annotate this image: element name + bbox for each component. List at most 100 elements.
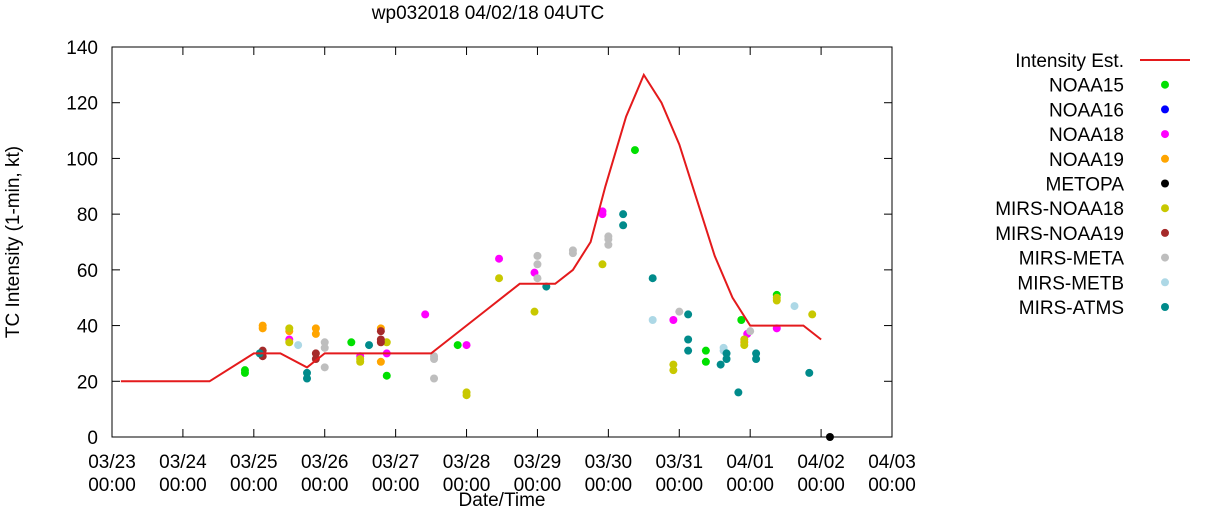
point-mirs-meta [675,307,684,316]
point-noaa18 [598,210,607,219]
point-mirs-atms [734,388,743,397]
legend-label: MIRS-ATMS [1019,298,1124,319]
point-mirs-noaa18 [495,274,504,283]
point-mirs-meta [533,251,542,260]
x-tick-label-date: 03/25 [230,452,278,473]
point-noaa15 [347,338,356,347]
point-mirs-noaa19 [376,327,385,336]
point-mirs-meta [604,240,613,249]
y-tick-label: 60 [77,261,98,282]
y-tick-label: 80 [77,205,98,226]
x-tick-label-time: 00:00 [797,475,845,496]
point-mirs-noaa19 [376,338,385,347]
point-mirs-noaa18 [772,296,781,305]
point-mirs-noaa18 [669,360,678,369]
point-mirs-noaa18 [598,260,607,269]
point-mirs-atms [722,349,731,358]
y-tick-label: 100 [66,149,98,170]
point-mirs-meta [320,363,329,372]
point-noaa19 [311,324,320,333]
point-mirs-atms [303,368,311,377]
point-mirs-metb [294,341,303,350]
x-tick-label-time: 00:00 [443,475,491,496]
point-mirs-atms [619,210,628,219]
legend: Intensity Est. NOAA15 NOAA16 NOAA18 NOAA19 ME… [995,51,1190,319]
x-tick-label-date: 03/31 [655,452,703,473]
x-tick-label-time: 00:00 [372,475,420,496]
x-tick-label-time: 00:00 [868,475,916,496]
x-tick-label-date: 04/01 [726,452,774,473]
point-metopa [825,433,834,441]
x-tick-label-date: 03/23 [88,452,136,473]
point-mirs-atms [752,355,761,363]
point-mirs-noaa18 [285,338,294,347]
legend-label: NOAA16 [1049,100,1124,121]
point-noaa15 [701,357,710,366]
y-tick-label: 140 [66,38,98,59]
x-tick-label-date: 03/26 [301,452,349,473]
legend-label: MIRS-NOAA19 [995,224,1124,245]
point-mirs-atms [684,335,693,344]
chart-title: wp032018 04/02/18 04UTC [371,3,604,24]
point-mirs-atms [303,374,311,383]
point-mirs-meta [320,343,329,352]
point-mirs-metb [790,302,799,311]
legend-label: MIRS-NOAA18 [995,199,1124,220]
y-tick-label: 20 [77,372,98,393]
x-tick-label-time: 00:00 [159,475,207,496]
x-tick-label-time: 00:00 [585,475,633,496]
intensity-line [120,72,822,383]
point-noaa19 [258,324,267,333]
legend-label: Intensity Est. [1015,51,1124,72]
legend-swatch-noaa15 [1161,80,1169,89]
point-noaa18 [462,341,471,350]
x-tick-label-time: 00:00 [726,475,774,496]
legend-label: NOAA15 [1049,76,1124,97]
y-tick-label: 120 [66,94,98,115]
point-noaa15 [240,366,249,375]
legend-swatch-noaa16 [1161,105,1169,114]
legend-label: MIRS-METB [1017,273,1124,294]
point-mirs-atms [752,349,761,358]
point-mirs-atms [716,360,725,369]
x-tick-label-date: 03/28 [443,452,491,473]
plot-marks [120,72,834,441]
point-mirs-atms [365,341,374,350]
legend-label: MIRS-META [1019,249,1125,270]
legend-label: NOAA19 [1049,150,1124,171]
point-mirs-noaa18 [669,366,678,375]
x-tick-label-time: 00:00 [655,475,703,496]
x-tick-label-date: 03/27 [372,452,420,473]
point-noaa15 [382,371,391,380]
x-tick-label-time: 00:00 [88,475,136,496]
x-axis-label: Date/Time [459,490,546,509]
point-mirs-noaa18 [462,391,471,400]
legend-swatch-mirs-metb [1161,278,1169,287]
x-tick-label-date: 03/24 [159,452,207,473]
point-mirs-meta [746,327,755,336]
point-mirs-atms [805,368,814,377]
y-tick-label: 0 [87,428,98,449]
point-mirs-noaa18 [740,341,749,350]
legend-swatch-mirs-noaa19 [1161,228,1169,237]
point-mirs-metb [648,316,657,324]
point-noaa15 [453,341,462,350]
point-mirs-noaa18 [285,324,294,333]
point-mirs-noaa18 [530,307,539,316]
x-axis: 03/2300:0003/2400:0003/2500:0003/2600:00… [88,47,916,496]
legend-swatch-noaa19 [1161,154,1169,163]
legend-swatch-mirs-meta [1161,253,1169,262]
point-noaa18 [495,254,504,263]
point-mirs-atms [722,355,731,363]
y-axis-label: TC Intensity (1-min, kt) [3,146,24,338]
x-tick-label-time: 00:00 [230,475,278,496]
plot-frame [111,46,893,438]
point-mirs-atms [619,221,628,230]
legend-swatch-noaa18 [1161,130,1169,139]
legend-label: METOPA [1046,175,1125,196]
point-mirs-meta [430,374,439,383]
point-mirs-meta [533,274,542,283]
point-noaa18 [421,310,430,319]
x-tick-label-time: 00:00 [301,475,349,496]
